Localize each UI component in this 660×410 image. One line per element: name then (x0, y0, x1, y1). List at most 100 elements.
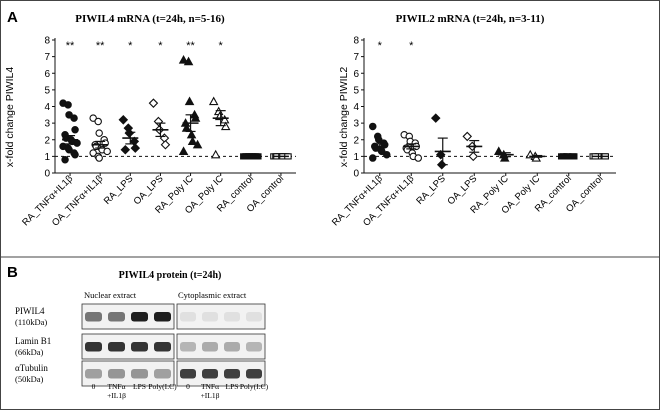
y-tick-label: 7 (353, 52, 359, 63)
data-point (184, 96, 195, 106)
data-point (94, 117, 102, 126)
x-tick-label: RA_LPS (414, 173, 448, 207)
significance-marker: ** (66, 40, 75, 52)
blot-row-size: (110kDa) (15, 317, 47, 327)
blot-row-name: αTubulin (15, 363, 48, 373)
blot-row-size: (66kDa) (15, 347, 43, 357)
data-point (118, 115, 129, 125)
data-point (130, 143, 141, 153)
blot-band (246, 369, 262, 379)
data-point (368, 122, 377, 131)
blot-band (108, 312, 125, 322)
data-point (61, 155, 69, 164)
y-axis-label: x-fold change PIWIL2 (338, 67, 350, 168)
y-tick-label: 1 (44, 152, 50, 163)
data-point (95, 154, 103, 162)
y-tick-label: 6 (353, 69, 359, 80)
data-point (192, 139, 203, 149)
western-blot: PIWIL4(110kDa) Lamin B1(66kDa) αTubulin(50… (15, 303, 269, 400)
data-point (493, 146, 504, 156)
panel-a-label: A (7, 9, 18, 26)
y-tick-label: 3 (353, 119, 359, 130)
blot-band (108, 369, 125, 379)
data-point (120, 144, 131, 155)
blot-band (108, 342, 125, 352)
significance-marker: * (409, 40, 414, 52)
lane-label: +IL1β (107, 391, 126, 400)
y-tick-label: 2 (353, 135, 359, 146)
x-tick-label: RA_TNFα+IL1β (20, 173, 75, 228)
data-point (368, 154, 377, 162)
blot-band (224, 312, 240, 322)
significance-marker: * (378, 40, 383, 52)
blot-band (202, 312, 218, 322)
data-point (89, 149, 97, 157)
data-point (89, 114, 97, 122)
panel-b-label: B (7, 264, 18, 281)
data-point (65, 145, 73, 154)
blot-band (154, 342, 171, 352)
blot-band (131, 342, 148, 352)
blot-row-name: Lamin B1 (15, 336, 51, 346)
chart-title: PIWIL2 mRNA (t=24h, n=3-11) (396, 13, 545, 25)
lane-label: +IL1β (201, 391, 220, 400)
lane-label: 0 (92, 382, 96, 391)
data-point (178, 146, 189, 156)
y-tick-label: 6 (44, 69, 50, 80)
significance-marker: * (219, 40, 224, 52)
data-point (414, 154, 422, 162)
data-point (160, 139, 171, 150)
data-point (95, 129, 103, 137)
data-point (183, 56, 194, 66)
data-point (153, 116, 164, 127)
data-point (187, 136, 198, 146)
significance-marker: * (128, 40, 133, 52)
data-point (377, 147, 386, 156)
data-point (178, 54, 189, 64)
data-point (71, 150, 79, 159)
y-tick-label: 7 (44, 52, 50, 63)
data-point (210, 149, 221, 159)
data-point (159, 133, 170, 143)
data-point (148, 98, 159, 108)
nuclear-extract-label: Nuclear extract (84, 290, 137, 300)
data-point (70, 114, 78, 122)
x-tick-label: RA_LPS (102, 173, 136, 207)
blot-band (202, 369, 218, 379)
data-point (219, 114, 230, 124)
significance-marker: ** (186, 40, 195, 52)
y-axis-label: x-fold change PIWIL4 (4, 67, 16, 168)
data-point (103, 147, 111, 156)
blot-row-name: PIWIL4 (15, 306, 45, 316)
y-tick-label: 4 (353, 102, 359, 113)
blot-band (180, 342, 196, 352)
lane-label: 0 (186, 382, 190, 391)
data-point (71, 126, 79, 134)
blot-band (131, 369, 148, 379)
cytoplasmic-extract-label: Cytoplasmic extract (178, 290, 247, 300)
y-tick-label: 0 (353, 169, 359, 180)
lane-label: Poly(I:C) (148, 382, 177, 391)
blot-band (180, 369, 196, 379)
piwil4-mrna-chart: PIWIL4 mRNA (t=24h, n=5-16) x-fold chang… (4, 13, 296, 229)
lane-label: TNFα (201, 382, 219, 391)
significance-marker: * (158, 40, 163, 52)
data-point (462, 131, 473, 142)
y-tick-label: 1 (353, 152, 359, 163)
lane-label: Poly(I:C) (240, 382, 269, 391)
data-point (382, 150, 391, 159)
lane-label: TNFα (107, 382, 125, 391)
y-tick-label: 3 (44, 119, 50, 130)
blot-band (85, 342, 102, 352)
data-point (499, 153, 510, 162)
y-tick-label: 8 (353, 36, 359, 47)
blot-title: PIWIL4 protein (t=24h) (119, 270, 222, 281)
y-tick-label: 4 (44, 102, 50, 113)
piwil2-mrna-chart: PIWIL2 mRNA (t=24h, n=3-11) x-fold chang… (330, 13, 616, 229)
y-tick-label: 2 (44, 135, 50, 146)
blot-band (180, 312, 196, 322)
data-point (65, 111, 73, 119)
blot-band (154, 369, 171, 379)
y-tick-label: 5 (44, 85, 50, 96)
